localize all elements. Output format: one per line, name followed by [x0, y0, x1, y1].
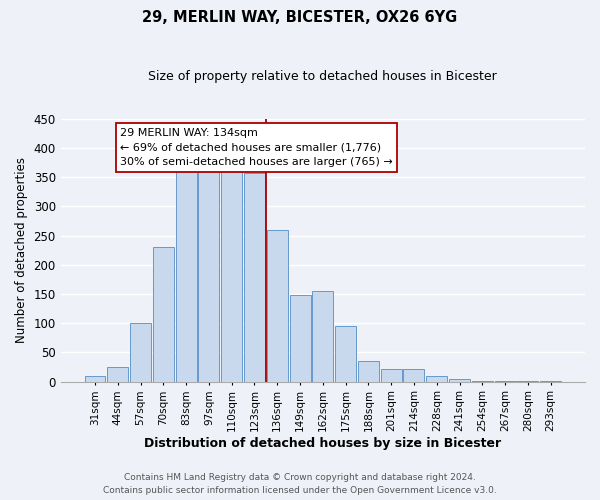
Bar [517, 381, 538, 382]
Bar [107, 367, 128, 382]
Bar [449, 380, 470, 382]
Bar [472, 380, 493, 382]
Bar [426, 376, 447, 382]
Bar [176, 168, 197, 382]
Bar [153, 248, 174, 382]
Bar [494, 380, 515, 382]
Bar [290, 296, 311, 382]
Bar [244, 173, 265, 382]
Bar [313, 291, 334, 382]
Text: Contains HM Land Registry data © Crown copyright and database right 2024.
Contai: Contains HM Land Registry data © Crown c… [103, 474, 497, 495]
Bar [381, 369, 401, 382]
Title: Size of property relative to detached houses in Bicester: Size of property relative to detached ho… [148, 70, 497, 83]
Bar [335, 326, 356, 382]
Text: 29 MERLIN WAY: 134sqm
← 69% of detached houses are smaller (1,776)
30% of semi-d: 29 MERLIN WAY: 134sqm ← 69% of detached … [120, 128, 393, 167]
Bar [85, 376, 106, 382]
Bar [130, 324, 151, 382]
Bar [403, 369, 424, 382]
Bar [540, 381, 561, 382]
Y-axis label: Number of detached properties: Number of detached properties [15, 158, 28, 344]
Text: 29, MERLIN WAY, BICESTER, OX26 6YG: 29, MERLIN WAY, BICESTER, OX26 6YG [142, 10, 458, 25]
Bar [267, 230, 288, 382]
Bar [358, 361, 379, 382]
Bar [221, 164, 242, 382]
X-axis label: Distribution of detached houses by size in Bicester: Distribution of detached houses by size … [144, 437, 502, 450]
Bar [199, 166, 220, 382]
